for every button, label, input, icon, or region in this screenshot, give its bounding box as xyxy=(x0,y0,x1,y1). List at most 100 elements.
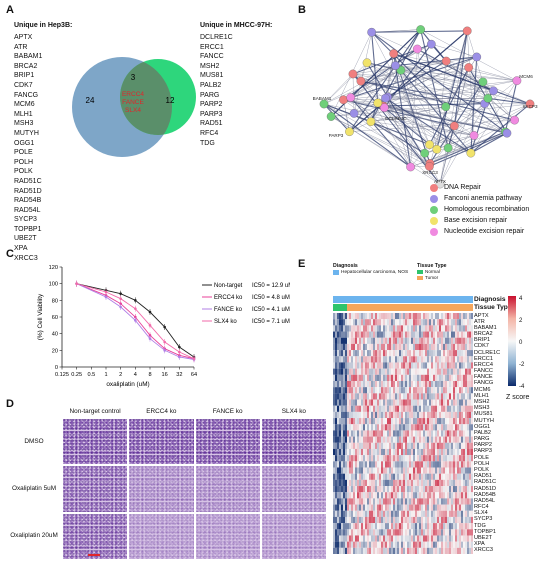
heatmap-cell xyxy=(347,405,350,412)
heatmap-cell xyxy=(341,343,344,351)
heatmap-cell xyxy=(387,436,390,443)
heatmap-cell xyxy=(385,424,388,431)
heatmap-cell xyxy=(365,479,368,487)
heatmap-cell xyxy=(389,380,392,388)
heatmap-cell xyxy=(413,516,416,524)
heatmap-cell xyxy=(339,362,342,369)
colorbar-tick-label: -4 xyxy=(519,384,525,390)
data-point xyxy=(134,315,137,319)
heatmap-cell xyxy=(389,325,392,332)
network-node xyxy=(472,52,482,62)
network-edge xyxy=(349,119,515,132)
heatmap-cell xyxy=(465,387,468,394)
heatmap-cell xyxy=(355,479,358,487)
heatmap-cell xyxy=(463,337,466,344)
heatmap-cell xyxy=(469,510,472,517)
heatmap-gene-label: DCLRE1C xyxy=(474,349,501,356)
heatmap-cell xyxy=(365,418,368,425)
heatmap-cell xyxy=(391,461,394,468)
heatmap-cell xyxy=(447,411,450,419)
heatmap-cell xyxy=(409,467,412,474)
heatmap-cell xyxy=(345,350,348,357)
heatmap-cell xyxy=(451,547,454,554)
heatmap-cell xyxy=(431,368,434,375)
heatmap-cell xyxy=(449,510,452,517)
heatmap-cell xyxy=(381,461,384,468)
heatmap-cell xyxy=(465,498,468,505)
heatmap-cell xyxy=(423,473,426,480)
heatmap-cell xyxy=(433,529,436,536)
heatmap-cell xyxy=(341,516,344,524)
heatmap-cell xyxy=(411,368,414,375)
heatmap-cell xyxy=(413,492,416,499)
heatmap-cell xyxy=(397,387,400,394)
heatmap-cell xyxy=(343,362,346,369)
heatmap-cell xyxy=(459,467,462,474)
legend-swatch xyxy=(430,183,438,192)
heatmap-cell xyxy=(437,448,440,456)
heatmap-cell xyxy=(397,331,400,338)
heatmap-cell xyxy=(453,547,456,554)
heatmap-cell xyxy=(443,479,446,487)
heatmap-cell xyxy=(407,504,410,511)
heatmap-cell xyxy=(419,486,422,493)
heatmap-cell xyxy=(417,436,420,443)
heatmap-cell xyxy=(425,325,428,332)
heatmap-cell xyxy=(361,535,364,542)
heatmap-cell xyxy=(341,461,344,468)
heatmap-cell xyxy=(339,547,342,554)
heatmap-cell xyxy=(381,313,384,320)
heatmap-cell xyxy=(413,405,416,412)
heatmap-cell xyxy=(361,473,364,480)
venn-overlap-gene: ERCC4 xyxy=(122,91,144,98)
heatmap-cell xyxy=(437,430,440,437)
heatmap-cell xyxy=(447,393,450,400)
heatmap-cell xyxy=(381,479,384,487)
heatmap-cell xyxy=(427,498,430,505)
heatmap-cell xyxy=(397,399,400,406)
gene-label: BRCA2 xyxy=(14,62,38,70)
heatmap-cell xyxy=(395,479,398,487)
heatmap-cell xyxy=(389,387,392,394)
heatmap-cell xyxy=(377,337,380,344)
network-edge xyxy=(371,32,379,104)
heatmap-cell xyxy=(459,418,462,425)
heatmap-cell xyxy=(463,380,466,388)
heatmap-cell xyxy=(397,442,400,449)
heatmap-cell xyxy=(347,399,350,406)
heatmap-cell xyxy=(397,529,400,536)
heatmap-cell xyxy=(335,492,338,499)
heatmap-cell xyxy=(385,541,388,548)
heatmap-cell xyxy=(371,535,374,542)
heatmap-cell xyxy=(351,380,354,388)
heatmap-cell xyxy=(359,535,362,542)
heatmap-cell xyxy=(353,399,356,406)
network-edge xyxy=(350,97,412,168)
heatmap-cell xyxy=(425,418,428,425)
heatmap-cell xyxy=(429,368,432,375)
heatmap-cell xyxy=(417,374,420,382)
heatmap-cell xyxy=(361,448,364,456)
heatmap-cell xyxy=(411,356,414,363)
heatmap-cell xyxy=(337,473,340,480)
heatmap-cell xyxy=(369,516,372,524)
heatmap-cell xyxy=(367,418,370,425)
heatmap-cell xyxy=(415,436,418,443)
heatmap-cell xyxy=(385,455,388,462)
heatmap-cell xyxy=(461,442,464,449)
heatmap-cell xyxy=(451,486,454,493)
legend-ic50: IC50 = 7.1 uM xyxy=(252,319,290,325)
heatmap-cell xyxy=(453,523,456,530)
heatmap-cell xyxy=(469,535,472,542)
heatmap-cell xyxy=(389,516,392,524)
heatmap-cell xyxy=(375,331,378,338)
heatmap-cell xyxy=(373,343,376,351)
heatmap-cell xyxy=(427,492,430,499)
panel-letter-a: A xyxy=(6,4,14,16)
heatmap-cell xyxy=(335,467,338,474)
heatmap-cell xyxy=(365,337,368,344)
heatmap-cell xyxy=(467,411,470,419)
heatmap-cell xyxy=(353,467,356,474)
heatmap-cell xyxy=(345,529,348,536)
heatmap-cell xyxy=(361,442,364,449)
